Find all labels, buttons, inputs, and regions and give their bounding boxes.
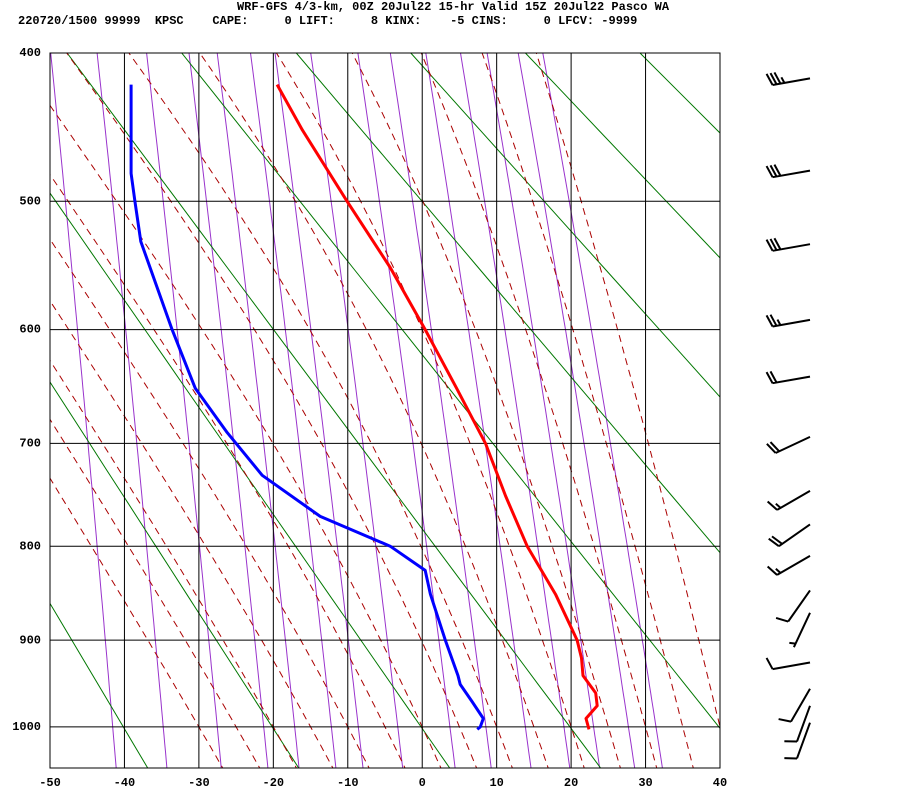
y-tick-label: 800 xyxy=(19,539,41,553)
x-tick-label: 0 xyxy=(419,776,426,790)
y-tick-label: 900 xyxy=(19,633,41,647)
x-tick-label: 10 xyxy=(489,776,503,790)
moist-adiabat xyxy=(351,53,621,768)
wind-barb xyxy=(775,589,811,623)
wind-barb xyxy=(765,71,811,86)
y-tick-label: 1000 xyxy=(12,720,41,734)
x-tick-label: -10 xyxy=(337,776,359,790)
x-tick-label: -40 xyxy=(114,776,136,790)
x-tick-label: 20 xyxy=(564,776,578,790)
wind-barb xyxy=(784,705,811,743)
barb-shape xyxy=(789,612,811,648)
y-tick-label: 600 xyxy=(19,323,41,337)
barb-shape xyxy=(784,705,811,743)
mixing-ratio-line xyxy=(389,53,492,768)
x-tick-label: -20 xyxy=(263,776,285,790)
wind-barb xyxy=(784,722,811,760)
mixing-ratio-line xyxy=(146,53,222,768)
dry-adiabat xyxy=(181,53,720,730)
thermo-lines xyxy=(50,53,720,768)
mixing-ratio-line xyxy=(357,53,456,768)
x-tick-label: -30 xyxy=(188,776,210,790)
chart-subtitle: 220720/1500 99999 KPSC CAPE: 0 LIFT: 8 K… xyxy=(18,14,637,28)
dry-adiabat xyxy=(50,602,149,768)
x-tick-label: -50 xyxy=(39,776,61,790)
y-tick-label: 500 xyxy=(19,194,41,208)
mixing-ratio-line xyxy=(517,53,636,768)
barb-shape xyxy=(775,589,811,623)
mixing-ratio-line xyxy=(274,53,364,768)
wind-barb xyxy=(766,555,811,576)
moist-adiabat xyxy=(50,173,406,768)
mixing-ratio-line xyxy=(96,53,168,768)
moist-adiabat xyxy=(50,359,297,768)
barb-shape xyxy=(784,722,811,760)
y-tick-label: 400 xyxy=(19,46,41,60)
wind-barb xyxy=(765,657,811,671)
moist-adiabat xyxy=(199,53,549,768)
moist-adiabat xyxy=(128,53,513,768)
wind-barb xyxy=(765,314,811,328)
barb-shape xyxy=(765,164,811,179)
moist-adiabat xyxy=(66,53,478,768)
wind-barb xyxy=(789,612,811,648)
mixing-ratio-line xyxy=(250,53,337,768)
y-tick-label: 700 xyxy=(19,437,41,451)
dry-adiabat xyxy=(66,53,602,768)
barb-shape xyxy=(765,657,811,671)
barb-shape xyxy=(766,555,811,576)
dry-adiabat xyxy=(50,381,300,768)
dry-adiabat xyxy=(295,53,720,554)
plot-frame xyxy=(49,52,721,769)
barb-shape xyxy=(766,435,811,454)
barb-shape xyxy=(778,688,811,723)
mixing-ratio-line xyxy=(486,53,601,768)
barb-shape xyxy=(765,370,811,385)
barb-shape xyxy=(765,237,811,252)
wind-barb xyxy=(765,237,811,252)
mixing-ratio-line xyxy=(310,53,404,768)
dewpoint-profile xyxy=(129,84,485,731)
x-tick-label: 30 xyxy=(638,776,652,790)
mixing-ratio-line xyxy=(425,53,532,768)
moist-adiabat xyxy=(50,418,261,768)
moist-adiabat xyxy=(50,104,442,768)
barb-shape xyxy=(766,490,811,511)
moist-adiabat xyxy=(535,53,720,730)
barb-shape xyxy=(768,523,811,548)
chart-title: WRF-GFS 4/3-km, 00Z 20Jul22 15-hr Valid … xyxy=(237,0,670,14)
dry-adiabat xyxy=(50,192,451,768)
wind-barb xyxy=(768,523,811,548)
x-tick-label: 40 xyxy=(713,776,727,790)
dry-adiabat xyxy=(525,53,720,259)
barb-shape xyxy=(765,71,811,86)
profiles xyxy=(129,83,599,731)
mixing-ratio-line xyxy=(50,53,117,768)
barb-shape xyxy=(765,314,811,328)
mixing-ratio-line xyxy=(216,53,300,768)
wind-barb xyxy=(765,370,811,385)
temperature-profile xyxy=(275,83,599,730)
moist-adiabat xyxy=(275,53,585,768)
dry-adiabat xyxy=(410,53,720,398)
moist-adiabat xyxy=(481,53,694,768)
wind-barb xyxy=(778,688,811,723)
wind-barb xyxy=(765,164,811,179)
mixing-ratio-line xyxy=(188,53,269,768)
wind-barb xyxy=(766,490,811,511)
wind-barb xyxy=(766,435,811,454)
